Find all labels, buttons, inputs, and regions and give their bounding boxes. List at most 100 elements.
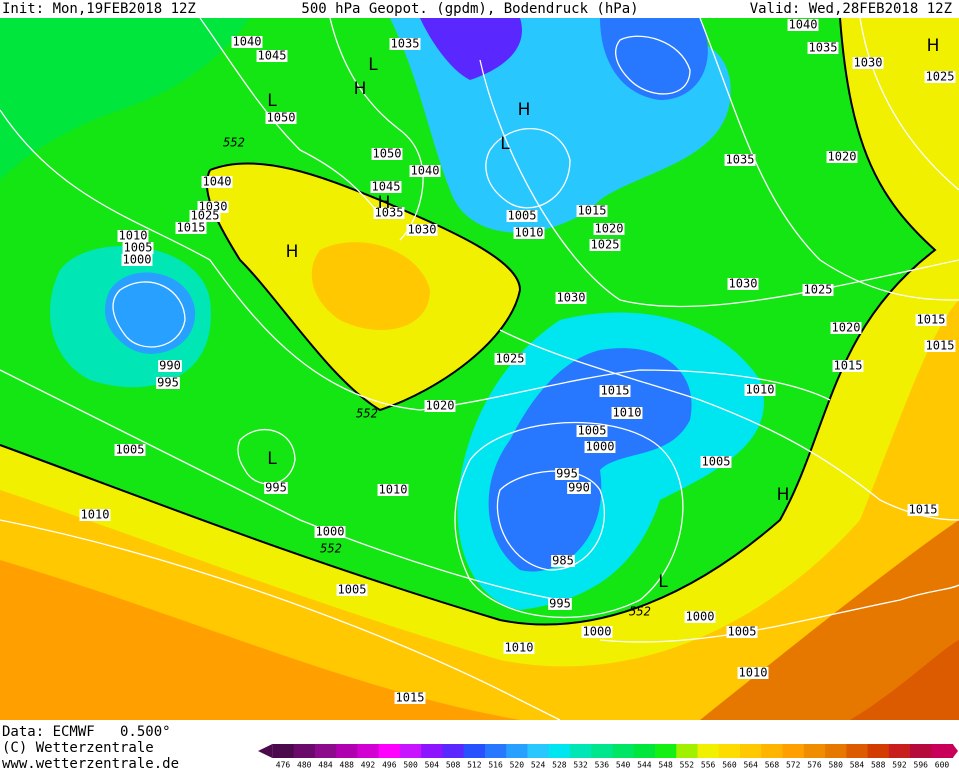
label-box (494, 353, 526, 365)
pressure-center: L (267, 91, 277, 111)
label-box (700, 456, 732, 468)
label-box (122, 242, 154, 254)
colorbar-label: 544 (637, 761, 652, 770)
pressure-center: H (927, 36, 940, 56)
isobar (112, 281, 186, 348)
colorbar-cell (463, 744, 486, 758)
isobar (479, 59, 959, 308)
label-box (584, 441, 616, 453)
isobar-label: 1045 (372, 180, 401, 194)
isobar (615, 35, 691, 95)
map (0, 17, 959, 721)
label-box (924, 71, 956, 83)
label-box (684, 611, 716, 623)
isobar-label: 1035 (809, 41, 838, 55)
label-box (555, 468, 579, 480)
colorbar: 476 480 484 488 492 496 500 504 508 512 516 520 524 5… (258, 744, 958, 770)
label-box (506, 210, 538, 222)
colorbar-cell (612, 744, 635, 758)
colorbar-label: 556 (701, 761, 716, 770)
contour-label: 552 (320, 542, 342, 556)
isobar-label: 1040 (411, 164, 440, 178)
isobar-label: 1010 (613, 406, 642, 420)
isobar-label: 1015 (917, 313, 946, 327)
map-labels: 1040 1045 1035 1040 1035 1030 1025 1050 1050 1040… (79, 18, 956, 705)
colorbar-label: 516 (488, 761, 503, 770)
label-box (201, 176, 233, 188)
label-box (593, 223, 625, 235)
isobar-label: 1025 (496, 352, 525, 366)
colorbar-cell (336, 744, 358, 758)
isobar-label: 1050 (267, 111, 296, 125)
label-box (121, 254, 153, 266)
colorbar-cell (442, 744, 465, 758)
isobar-label: 1040 (233, 35, 262, 49)
colorbar-label: 572 (786, 761, 801, 770)
field (0, 18, 959, 720)
colorbar-cell (357, 744, 380, 758)
isobar (496, 470, 605, 571)
colorbar-label: 520 (510, 761, 525, 770)
colorbar-cell (740, 744, 762, 758)
contour-label: 552 (356, 407, 378, 421)
field (0, 560, 520, 720)
label-box (175, 222, 207, 234)
label-box (915, 314, 947, 326)
label-box (371, 148, 403, 160)
colorbar-cell (676, 744, 699, 758)
label-box (314, 526, 346, 538)
label-box (377, 484, 409, 496)
isobar-label: 1050 (373, 147, 402, 161)
contour-label: 552 (223, 136, 245, 150)
isobar-label: 1015 (578, 204, 607, 218)
colorbar-label: 560 (722, 761, 737, 770)
isobar-label: 1035 (375, 206, 404, 220)
isobar-label: 1020 (828, 150, 857, 164)
colorbar-label: 512 (467, 761, 482, 770)
colorbar-label: 592 (892, 761, 907, 770)
colorbar-cell (655, 744, 677, 758)
colorbar-label: 532 (573, 761, 588, 770)
isobar-label: 1030 (854, 56, 883, 70)
isobar-label: 1015 (834, 359, 863, 373)
label-box (231, 36, 263, 48)
colorbar-label: 588 (871, 761, 886, 770)
isobar-label: 1040 (203, 175, 232, 189)
isobar-label: 1005 (124, 241, 153, 255)
colorbar-cell (718, 744, 741, 758)
label-box (744, 384, 776, 396)
pressure-center: L (500, 134, 510, 154)
colorbar-label: 540 (616, 761, 631, 770)
colorbar-label: 596 (914, 761, 929, 770)
label-box (830, 322, 862, 334)
isobar-label: 1025 (191, 209, 220, 223)
isobar (454, 421, 684, 619)
pressure-center: L (658, 572, 668, 592)
map-title: 500 hPa Geopot. (gpdm), Bodendruck (hPa) (301, 1, 638, 17)
label-box (503, 642, 535, 654)
pressure-center: H (354, 79, 367, 99)
init-time: Init: Mon,19FEB2018 12Z (2, 1, 196, 17)
isobar-label: 1035 (391, 37, 420, 51)
label-box (576, 205, 608, 217)
label-box (807, 42, 839, 54)
copyright: (C) Wetterzentrale (2, 740, 154, 756)
isobar (0, 109, 831, 411)
colorbar-label: 580 (828, 761, 843, 770)
label-box (79, 509, 111, 521)
isobar-label: 995 (549, 597, 571, 611)
colorbar-arrow (952, 744, 958, 758)
colorbar-cell (761, 744, 784, 758)
field (420, 18, 522, 80)
label-box (264, 482, 288, 494)
label-box (852, 57, 884, 69)
isobar-label: 1000 (586, 440, 615, 454)
label-box (158, 360, 182, 372)
isobar-label: 1020 (595, 222, 624, 236)
colorbar-cell (293, 744, 316, 758)
isobar-label: 1015 (177, 221, 206, 235)
isobar-label: 1030 (729, 277, 758, 291)
isobar-label: 1005 (578, 424, 607, 438)
colorbar-label: 536 (595, 761, 610, 770)
isobar-label: 1025 (591, 238, 620, 252)
